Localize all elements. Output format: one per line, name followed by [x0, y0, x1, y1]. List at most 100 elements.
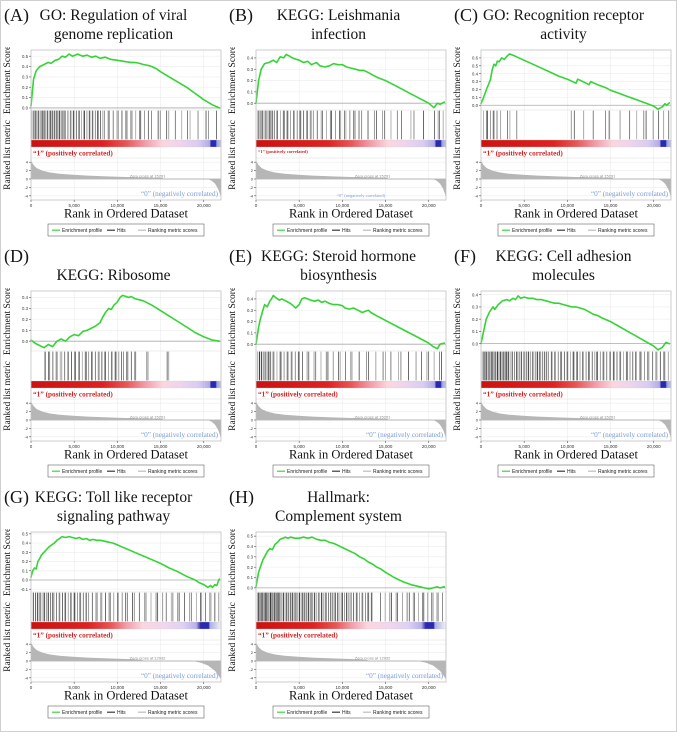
panel-title-line2: infection: [310, 26, 367, 43]
svg-text:-0.1: -0.1: [21, 587, 29, 592]
svg-text:10,000: 10,000: [560, 444, 574, 449]
svg-text:5,000: 5,000: [69, 685, 81, 690]
ranked-axis-label: Ranked list metric: [3, 120, 13, 190]
correlation-gradient-bar: [480, 139, 672, 148]
svg-text:0.2: 0.2: [247, 78, 254, 83]
svg-text:10,000: 10,000: [110, 203, 124, 208]
legend: Enrichment profile Hits Ranking metric sco…: [272, 705, 430, 719]
x-axis-label: Rank in Ordered Dataset: [289, 689, 413, 703]
svg-text:0.4: 0.4: [22, 541, 29, 546]
svg-text:0.3: 0.3: [472, 79, 479, 84]
svg-text:2: 2: [26, 650, 29, 655]
gsea-panel: (G) KEGG: Toll like receptor signaling p…: [1, 488, 226, 729]
svg-text:4: 4: [476, 160, 479, 165]
neg-correlated-label: “0” (negatively correlated): [337, 193, 386, 198]
panel-title-line2: Complement system: [274, 508, 402, 525]
svg-text:0.4: 0.4: [247, 544, 254, 549]
svg-text:-4: -4: [249, 434, 253, 439]
pos-correlated-label: “1” (positively correlated): [33, 632, 113, 640]
zero-cross-label: Zero cross at 12932: [355, 656, 391, 661]
svg-text:0.2: 0.2: [472, 87, 479, 92]
legend-label-1: Hits: [567, 469, 576, 475]
svg-text:4: 4: [251, 160, 254, 165]
svg-text:0.3: 0.3: [247, 554, 254, 559]
panel-title-line1: [1, 247, 226, 266]
svg-text:20,000: 20,000: [647, 203, 661, 208]
panel-title-line1: KEGG: Toll like receptor: [34, 489, 193, 506]
svg-text:-2: -2: [474, 185, 478, 190]
zero-cross-label: Zero cross at 15291: [580, 174, 616, 179]
legend-label-1: Hits: [117, 710, 126, 716]
panel-title: (E) KEGG: Steroid hormone biosynthesis: [226, 247, 451, 288]
es-axis-label: Enrichment Score: [453, 288, 463, 355]
panel-title: (B) KEGG: Leishmania infection: [226, 6, 451, 47]
gsea-chart: Zero cross at 15291 0 5,000 10,000 15,000 20,…: [453, 47, 672, 237]
svg-text:0.1: 0.1: [22, 328, 29, 333]
svg-text:-2: -2: [249, 426, 253, 431]
legend-label-1: Hits: [342, 710, 351, 716]
correlation-gradient-bar: [255, 139, 447, 148]
svg-text:-2: -2: [249, 667, 253, 672]
legend-label-2: Ranking metric scores: [148, 469, 198, 475]
svg-text:-4: -4: [24, 434, 28, 439]
ranked-metric-area: [481, 401, 671, 439]
svg-text:10,000: 10,000: [335, 444, 349, 449]
es-axis-label: Enrichment Score: [228, 288, 238, 355]
zero-cross-label: Zero cross at 12932: [130, 656, 166, 661]
axis-ticks: 0 5,000 10,000 15,000 20,000 0.0 0.1 0.2 0.3 0.4 4…: [247, 297, 436, 449]
svg-text:0.0: 0.0: [247, 342, 254, 347]
legend-label-0: Enrichment profile: [512, 469, 553, 475]
legend-label-1: Hits: [342, 469, 351, 475]
correlation-gradient-bar: [255, 380, 447, 389]
es-axis-label: Enrichment Score: [3, 529, 13, 596]
pos-correlated-label: “1” (positively correlated): [258, 391, 338, 399]
legend-label-1: Hits: [567, 228, 576, 234]
svg-text:15,000: 15,000: [604, 203, 618, 208]
svg-text:4: 4: [476, 401, 479, 406]
svg-text:5,000: 5,000: [519, 203, 531, 208]
gsea-chart: Zero cross at 15291 0 5,000 10,000 15,000 20,…: [228, 288, 447, 478]
pos-correlated-label: “1” (positively correlated): [258, 149, 308, 154]
panel-title-line2: signaling pathway: [56, 508, 171, 525]
panel-label: (A): [4, 5, 29, 25]
ranked-axis-label: Ranked list metric: [453, 120, 463, 190]
legend-label-2: Ranking metric scores: [373, 469, 423, 475]
svg-text:5,000: 5,000: [69, 444, 81, 449]
svg-text:0: 0: [30, 444, 33, 449]
enrichment-profile-curve: [255, 536, 446, 590]
correlation-gradient-bar: [30, 380, 222, 389]
neg-correlated-label: “0” (negatively correlated): [141, 431, 219, 439]
svg-text:0.0: 0.0: [472, 103, 479, 108]
svg-text:0.2: 0.2: [22, 317, 29, 322]
svg-text:2: 2: [251, 409, 254, 414]
svg-text:0: 0: [480, 203, 483, 208]
legend-label-0: Enrichment profile: [512, 228, 553, 234]
x-axis-label: Rank in Ordered Dataset: [514, 207, 638, 221]
zero-cross-label: Zero cross at 15291: [580, 415, 616, 420]
legend-label-1: Hits: [117, 228, 126, 234]
svg-text:0.3: 0.3: [22, 306, 29, 311]
enrichment-profile-curve: [480, 53, 671, 111]
svg-text:2: 2: [26, 168, 29, 173]
axis-ticks: 0 5,000 10,000 15,000 20,000 0.0 0.1 0.2 0.3 0.4 4…: [247, 56, 436, 208]
svg-text:0: 0: [26, 659, 29, 664]
svg-text:2: 2: [476, 409, 479, 414]
svg-text:0: 0: [255, 203, 258, 208]
svg-text:10,000: 10,000: [335, 203, 349, 208]
es-axis-label: Enrichment Score: [3, 288, 13, 355]
svg-text:15,000: 15,000: [154, 685, 168, 690]
ranked-metric-area: [481, 160, 671, 198]
svg-text:0.2: 0.2: [22, 85, 29, 90]
hits-marks: [257, 592, 443, 622]
svg-text:0.2: 0.2: [247, 565, 254, 570]
svg-text:20,000: 20,000: [197, 685, 211, 690]
svg-text:-4: -4: [249, 675, 253, 680]
gsea-chart: Zero cross at 15291 0 5,000 10,000 15,000 20,…: [453, 288, 672, 478]
panel-title-line1: KEGG: Cell adhesion: [495, 248, 632, 265]
es-axis-label: Enrichment Score: [3, 47, 13, 114]
svg-text:4: 4: [251, 642, 254, 647]
svg-text:10,000: 10,000: [110, 685, 124, 690]
x-axis-label: Rank in Ordered Dataset: [64, 448, 188, 462]
panel-title-line1: KEGG: Leishmania: [276, 7, 401, 24]
ranked-axis-label: Ranked list metric: [3, 602, 13, 672]
